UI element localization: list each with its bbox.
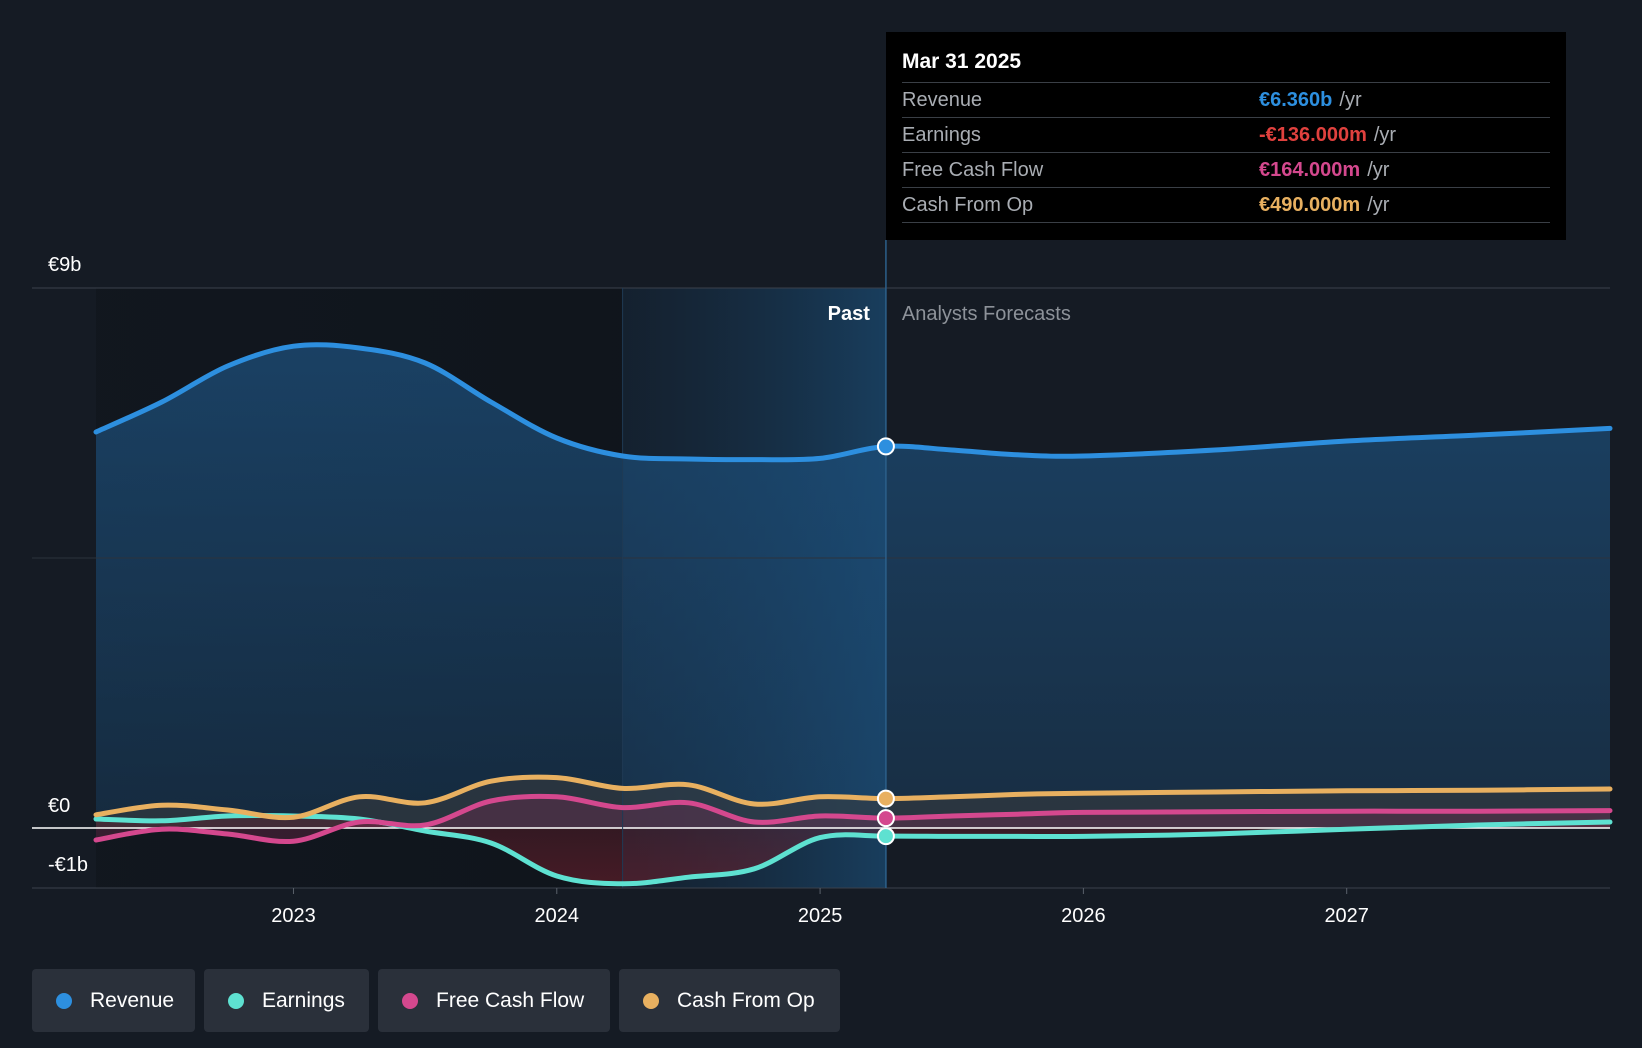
legend-label: Free Cash Flow — [436, 988, 585, 1012]
marker-earnings — [876, 827, 895, 846]
tooltip-label: Earnings — [902, 124, 981, 146]
revenue-area — [96, 344, 1610, 828]
legend-dot-icon — [643, 992, 659, 1009]
tooltip-row-revenue: Revenue €6.360b /yr — [902, 82, 1550, 117]
marker-free-cash-flow — [876, 809, 895, 828]
tooltip-row-free-cash-flow: Free Cash Flow €164.000m /yr — [902, 152, 1550, 187]
tooltip-value: -€136.000m — [1259, 124, 1367, 146]
series-line-free-cash-flow — [93, 793, 1613, 845]
tooltip-label: Cash From Op — [902, 194, 1034, 216]
past-label: Past — [828, 303, 871, 325]
series-line-earnings — [93, 813, 1613, 887]
series-line-revenue — [93, 342, 1613, 463]
x-tick-label: 2027 — [1324, 905, 1369, 927]
tooltip-unit: /yr — [1367, 159, 1390, 181]
legend-dot-icon — [402, 992, 418, 1009]
y-tick-label: -€1b — [48, 854, 88, 876]
tooltip-value: €164.000m — [1259, 159, 1361, 181]
tooltip-row-cash-from-op: Cash From Op €490.000m /yr — [902, 187, 1550, 223]
tooltip-unit: /yr — [1339, 89, 1362, 111]
tooltip-unit: /yr — [1373, 124, 1397, 146]
x-tick-label: 2025 — [798, 905, 843, 927]
tooltip-unit: /yr — [1367, 194, 1390, 216]
marker-cash-from-op — [876, 789, 895, 808]
tooltip-value: €490.000m — [1259, 194, 1361, 216]
chart: €9b €0 -€1b 2023 2024 2025 2026 2027 Past Analyst… — [32, 240, 1613, 927]
legend-label: Cash From Op — [677, 988, 815, 1012]
x-tick-label: 2023 — [271, 905, 316, 927]
marker-revenue — [876, 437, 895, 456]
legend-dot-icon — [228, 992, 244, 1009]
legend-label: Earnings — [262, 988, 345, 1012]
cash-from-op-area — [96, 777, 1610, 828]
legend-item-free-cash-flow[interactable]: Free Cash Flow — [378, 969, 610, 1032]
forecast-label: Analysts Forecasts — [902, 303, 1071, 325]
x-tick-label: 2024 — [535, 905, 580, 927]
y-tick-label: €0 — [48, 795, 70, 817]
legend-item-earnings[interactable]: Earnings — [204, 969, 369, 1032]
y-tick-label: €9b — [48, 254, 81, 276]
tooltip-row-earnings: Earnings -€136.000m /yr — [902, 117, 1550, 152]
series-line-cash-from-op — [93, 774, 1613, 821]
tooltip: Mar 31 2025 Revenue €6.360b /yr Earnings… — [886, 32, 1566, 240]
legend-item-cash-from-op[interactable]: Cash From Op — [619, 969, 840, 1032]
x-tick-label: 2026 — [1061, 905, 1106, 927]
legend-label: Revenue — [90, 988, 175, 1012]
legend-item-revenue[interactable]: Revenue — [32, 969, 195, 1032]
tooltip-label: Free Cash Flow — [902, 159, 1044, 181]
legend-dot-icon — [56, 992, 72, 1009]
tooltip-label: Revenue — [902, 89, 983, 111]
tooltip-value: €6.360b — [1259, 89, 1333, 111]
tooltip-date: Mar 31 2025 — [902, 50, 1022, 73]
